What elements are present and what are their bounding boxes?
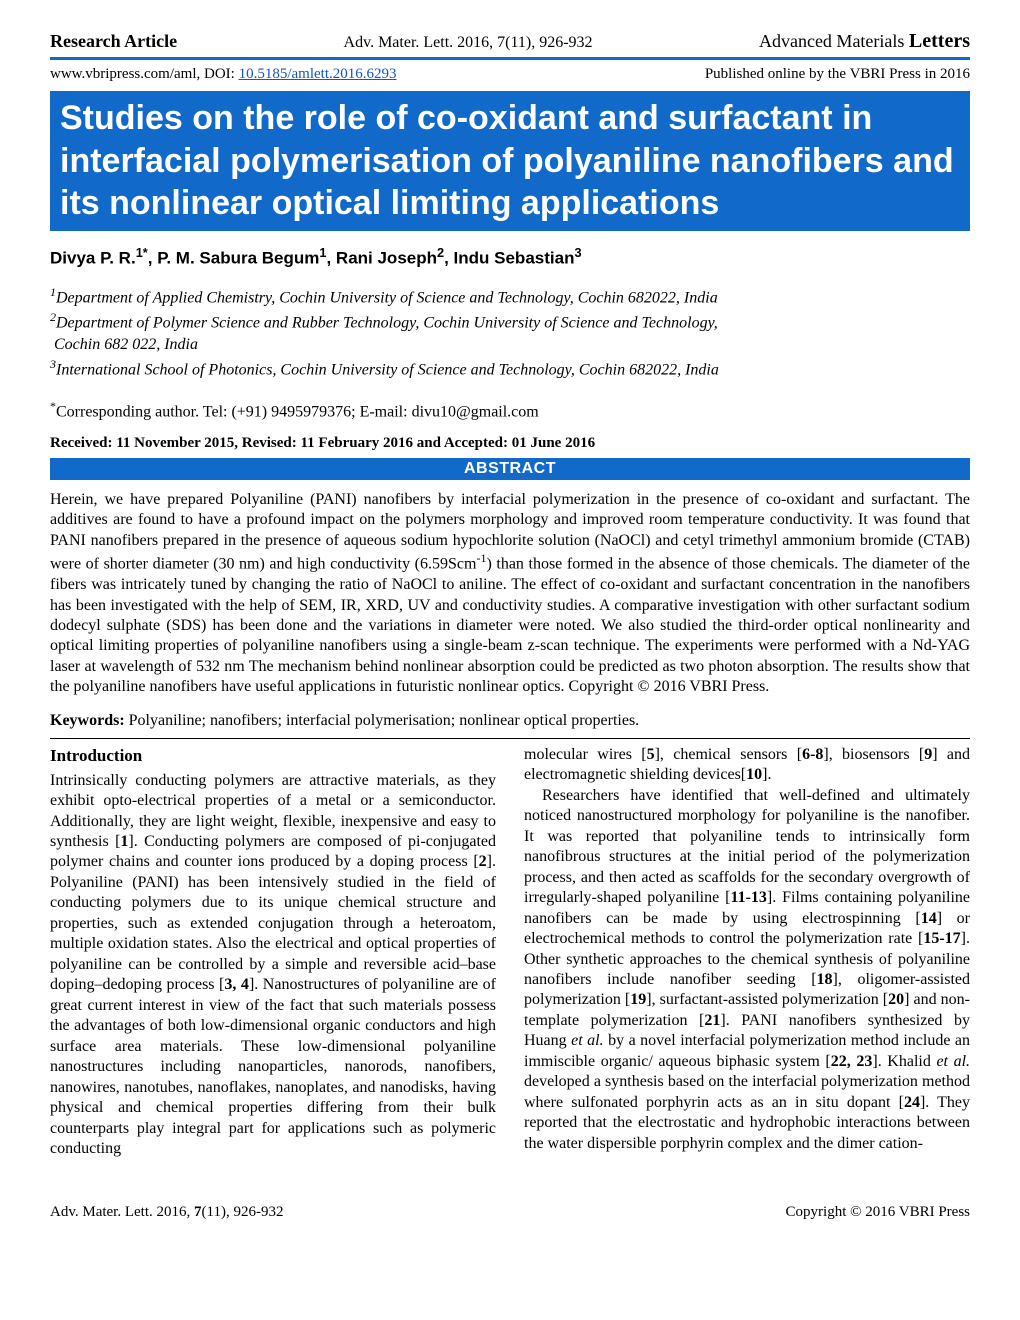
abstract-heading: ABSTRACT	[50, 458, 970, 480]
intro-para-1: Intrinsically conducting polymers are at…	[50, 771, 496, 1160]
sub-header: www.vbripress.com/aml, DOI: 10.5185/amle…	[50, 60, 970, 89]
intro-para-2: molecular wires [5], chemical sensors [6…	[524, 745, 970, 1154]
authors: Divya P. R.1*, P. M. Sabura Begum1, Rani…	[50, 245, 970, 269]
body-columns: Introduction Intrinsically conducting po…	[50, 745, 970, 1160]
corresponding-author: *Corresponding author. Tel: (+91) 949597…	[50, 399, 970, 421]
keywords-label: Keywords:	[50, 712, 125, 729]
introduction-heading: Introduction	[50, 745, 496, 767]
doi-line: www.vbripress.com/aml, DOI: 10.5185/amle…	[50, 66, 396, 83]
article-title: Studies on the role of co-oxidant and su…	[50, 91, 970, 231]
footer-citation: Adv. Mater. Lett. 2016, 7(11), 926-932	[50, 1204, 283, 1221]
published-line: Published online by the VBRI Press in 20…	[705, 66, 970, 83]
article-dates: Received: 11 November 2015, Revised: 11 …	[50, 435, 970, 452]
article-type: Research Article	[50, 31, 177, 52]
section-rule	[50, 738, 970, 739]
doi-link[interactable]: 10.5185/amlett.2016.6293	[239, 66, 397, 82]
footer-copyright: Copyright © 2016 VBRI Press	[786, 1204, 970, 1221]
affiliations: 1Department of Applied Chemistry, Cochin…	[50, 284, 970, 380]
keywords: Keywords: Polyaniline; nanofibers; inter…	[50, 712, 970, 730]
keywords-text: Polyaniline; nanofibers; interfacial pol…	[125, 712, 640, 729]
footer: Adv. Mater. Lett. 2016, 7(11), 926-932 C…	[50, 1200, 970, 1221]
abstract-body: Herein, we have prepared Polyaniline (PA…	[50, 490, 970, 698]
header-citation: Adv. Mater. Lett. 2016, 7(11), 926-932	[344, 34, 593, 52]
journal-name: Advanced Materials Letters	[759, 30, 970, 53]
header-bar: Research Article Adv. Mater. Lett. 2016,…	[50, 30, 970, 57]
